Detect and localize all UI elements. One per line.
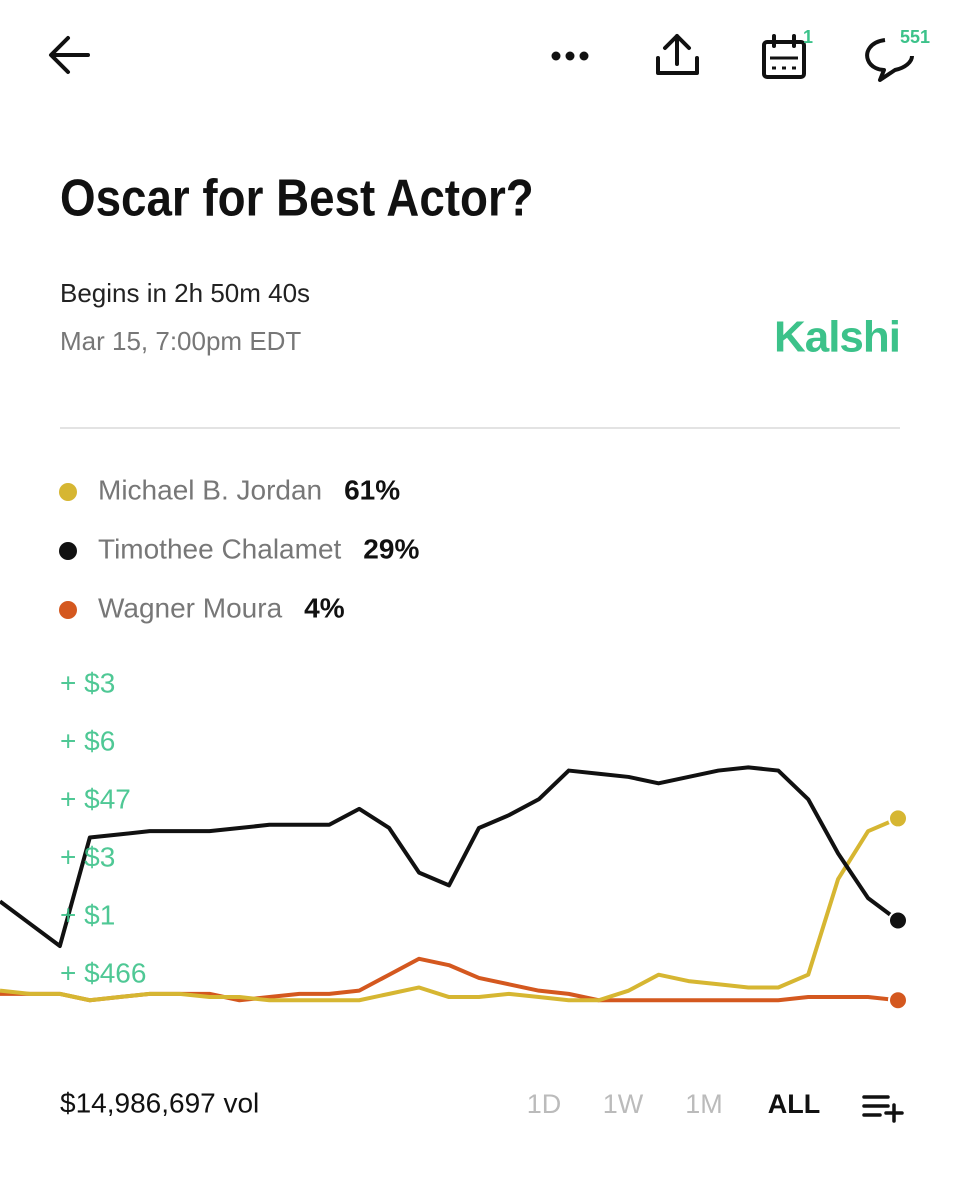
trade-notification: + $1 [60,899,115,930]
legend-chance: 61% [344,474,400,505]
brand-logo: Kalshi [774,313,900,362]
legend-chance: 4% [304,592,345,623]
calendar-badge: 1 [803,27,813,47]
event-date: Mar 15, 7:00pm EDT [60,326,301,356]
series-line [0,765,900,949]
legend-chance: 29% [363,533,419,564]
range-tab[interactable]: ALL [768,1089,820,1119]
trade-notification: + $47 [60,783,131,814]
trade-notification: + $3 [60,841,115,872]
range-tab[interactable]: 1W [603,1089,644,1119]
series-line [0,816,899,1003]
comments-button[interactable] [865,38,914,82]
legend-name: Wagner Moura [98,592,283,623]
trade-notification: + $3 [60,667,115,698]
comments-badge: 551 [900,27,930,47]
legend-name: Michael B. Jordan [98,474,322,505]
calendar-button[interactable] [762,34,806,79]
legend-dot [59,542,77,560]
share-button[interactable] [656,34,699,75]
end-dot [888,990,908,1011]
market-title: Oscar for Best Actor? [60,170,534,227]
range-tab[interactable]: 1M [685,1089,723,1119]
countdown: Begins in 2h 50m 40s [60,278,310,308]
end-dot [888,910,908,931]
add-to-list-button[interactable] [862,1095,904,1123]
legend-name: Timothee Chalamet [98,533,342,564]
legend-dot [59,601,77,619]
legend-dot [59,483,77,501]
more-button[interactable] [551,51,589,61]
trade-notification: + $6 [60,725,115,756]
back-button[interactable] [49,36,90,74]
range-tab[interactable]: 1D [527,1089,562,1119]
trade-notification: + $466 [60,957,146,988]
end-dot [888,808,908,829]
volume: $14,986,697 vol [60,1087,259,1118]
